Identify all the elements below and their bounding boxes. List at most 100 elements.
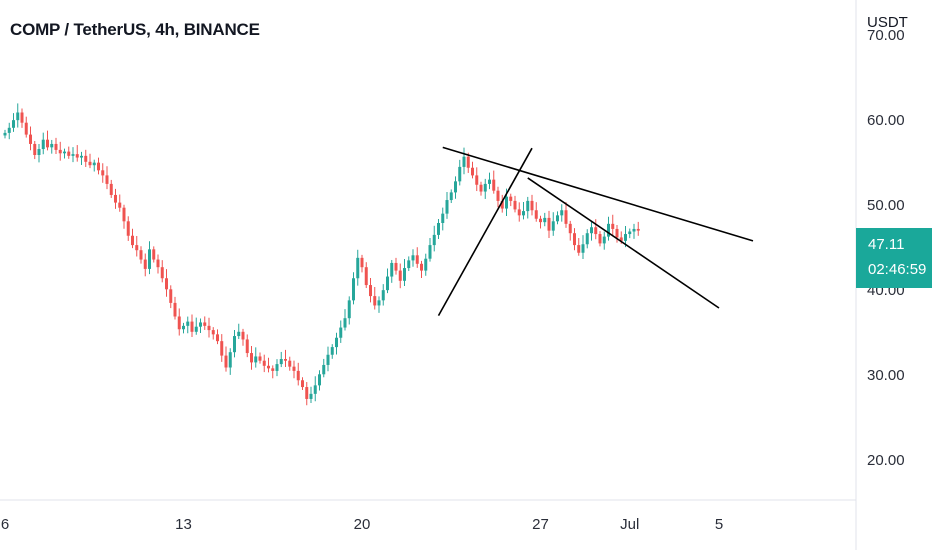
candle-up xyxy=(279,359,283,365)
price-tick-label: 70.00 xyxy=(867,27,905,44)
candle-up xyxy=(458,166,462,182)
candle-up xyxy=(483,183,487,192)
candle-down xyxy=(224,355,228,368)
candle-up xyxy=(602,236,606,244)
candle-up xyxy=(347,300,351,319)
candle-up xyxy=(551,221,555,231)
candle-down xyxy=(598,234,602,244)
candle-up xyxy=(488,179,491,184)
candle-down xyxy=(177,316,181,330)
candle-up xyxy=(335,337,338,348)
candle-down xyxy=(97,162,100,171)
candle-up xyxy=(148,249,151,269)
candle-up xyxy=(92,162,96,166)
trendlines-group[interactable] xyxy=(437,146,754,317)
candle-up xyxy=(543,217,547,223)
candle-up xyxy=(386,276,389,291)
candle-down xyxy=(288,360,292,367)
candle-up xyxy=(7,127,11,133)
candle-down xyxy=(364,267,368,286)
candle-down xyxy=(500,200,504,209)
candle-down xyxy=(20,112,24,123)
candle-down xyxy=(67,151,71,156)
candle-down xyxy=(126,221,130,236)
candle-up xyxy=(624,234,627,241)
candle-up xyxy=(428,245,432,259)
candle-down xyxy=(360,257,364,268)
candle-up xyxy=(560,210,564,216)
candle-down xyxy=(258,356,262,361)
candle-up xyxy=(377,300,381,306)
candles-group xyxy=(3,103,640,406)
candle-up xyxy=(50,143,54,148)
candle-down xyxy=(475,175,479,185)
candle-up xyxy=(445,200,449,214)
bar-countdown: 02:46:59 xyxy=(868,261,927,278)
candle-down xyxy=(33,143,37,155)
candle-up xyxy=(237,331,241,337)
trendline-upper-channel[interactable] xyxy=(442,146,754,242)
last-price-badge: 47.11 02:46:59 xyxy=(856,228,932,288)
candle-up xyxy=(432,234,436,246)
candle-up xyxy=(326,354,330,365)
candle-down xyxy=(496,190,500,201)
candle-up xyxy=(632,228,636,232)
candle-down xyxy=(160,267,164,279)
time-tick-label: 13 xyxy=(175,516,192,533)
time-tick-label: Jul xyxy=(620,516,640,533)
time-tick-label: 20 xyxy=(353,516,371,533)
candle-down xyxy=(611,223,615,229)
candle-down xyxy=(513,200,517,210)
candle-up xyxy=(390,262,394,277)
candle-up xyxy=(12,120,15,128)
chart-title: COMP / TetherUS, 4h, BINANCE xyxy=(10,20,260,39)
trendline-lower-channel[interactable] xyxy=(527,177,720,309)
candle-down xyxy=(250,353,253,363)
candle-up xyxy=(80,155,83,158)
candle-up xyxy=(407,260,411,269)
candle-down xyxy=(245,339,249,354)
candle-up xyxy=(41,139,45,150)
candle-up xyxy=(522,211,525,216)
trendline-rally-line[interactable] xyxy=(437,147,533,317)
candle-up xyxy=(454,181,457,193)
candle-down xyxy=(534,210,538,219)
candle-up xyxy=(194,326,198,332)
candle-down xyxy=(131,235,134,246)
price-tick-label: 20.00 xyxy=(867,452,905,469)
candle-down xyxy=(636,228,640,231)
candle-down xyxy=(216,334,219,342)
candle-down xyxy=(568,223,572,234)
candle-down xyxy=(471,167,474,176)
candle-up xyxy=(590,227,593,234)
candle-up xyxy=(581,244,585,253)
candle-down xyxy=(109,183,113,195)
candle-up xyxy=(462,156,466,167)
candle-up xyxy=(186,321,190,326)
candle-down xyxy=(530,200,534,211)
candle-down xyxy=(152,249,156,260)
candle-up xyxy=(343,318,347,328)
candle-down xyxy=(271,368,275,371)
candle-up xyxy=(403,268,406,281)
candle-up xyxy=(182,325,185,330)
candle-down xyxy=(305,387,309,399)
candle-down xyxy=(619,237,623,241)
candle-up xyxy=(16,112,20,121)
candle-down xyxy=(539,218,542,223)
candle-down xyxy=(101,170,105,176)
last-price-value: 47.11 xyxy=(868,236,905,253)
candle-down xyxy=(29,134,32,144)
candle-down xyxy=(220,341,224,356)
candle-up xyxy=(411,255,415,261)
candle-down xyxy=(190,321,194,332)
candle-down xyxy=(577,245,581,253)
candle-up xyxy=(318,374,321,386)
candle-up xyxy=(441,213,445,223)
candle-down xyxy=(547,217,551,231)
candle-up xyxy=(628,231,632,235)
candle-up xyxy=(381,290,385,301)
candle-down xyxy=(262,360,266,366)
